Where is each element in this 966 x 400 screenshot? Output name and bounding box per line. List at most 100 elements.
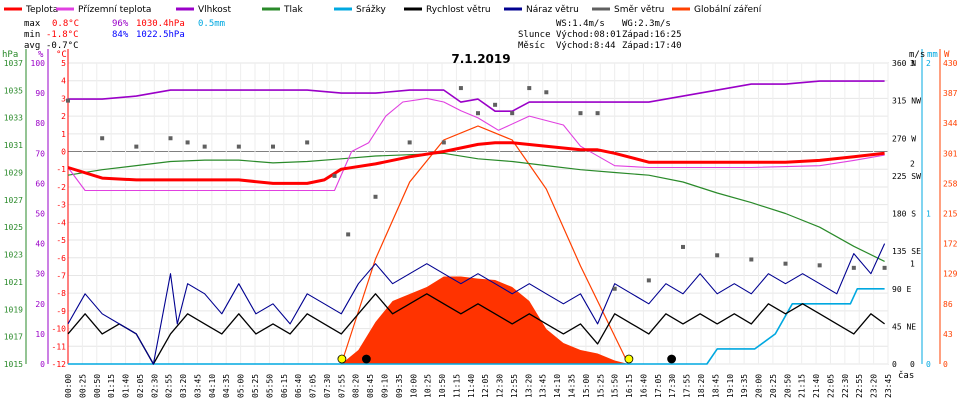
dir-tick: 180 S [892, 210, 916, 219]
dir-tick: 45 NE [892, 322, 916, 331]
press-tick: 1025 [4, 223, 23, 232]
temp-tick: -5 [56, 236, 66, 245]
temp-tick: 0 [61, 148, 66, 157]
hum-tick: 40 [35, 240, 45, 249]
stats-min-temp: -1.8°C [46, 30, 79, 40]
x-tick-label: 00:00 [64, 374, 73, 398]
x-tick-label: 02:30 [150, 374, 159, 398]
sunrise-marker [337, 354, 347, 364]
wind-tick: 2 [910, 159, 915, 168]
moon-set: Západ:17:40 [622, 41, 682, 51]
wind-tick: 1 [910, 260, 915, 269]
hum-tick: 50 [35, 210, 45, 219]
x-tick-label: 20:25 [769, 374, 778, 398]
hum-tick: 0 [40, 360, 45, 369]
wind-direction-point [373, 194, 378, 199]
press-tick: 1021 [4, 278, 23, 287]
rad-tick: 129 [943, 270, 958, 279]
series-wind-speed [67, 293, 885, 365]
x-tick-label: 05:00 [237, 374, 246, 398]
x-tick-label: 22:55 [855, 374, 864, 398]
x-tick-label: 11:15 [452, 374, 461, 398]
rain-tick: 2 [926, 59, 931, 68]
stats-min-label: min [24, 30, 40, 40]
wind-direction-point [458, 86, 463, 91]
sun-rise: Východ:08:01 [556, 30, 621, 40]
x-tick-label: 02:05 [136, 374, 145, 398]
x-tick-label: 08:45 [366, 374, 375, 398]
hum-tick: 100 [31, 59, 46, 68]
moon-rise: Východ:8:44 [556, 41, 616, 51]
wind-direction-point [441, 140, 446, 145]
rad-axis-title: W [944, 50, 950, 60]
hum-tick: 70 [35, 149, 45, 158]
x-tick-label: 22:30 [841, 374, 850, 398]
rain-axis-title: mm [927, 50, 938, 60]
x-tick-label: 19:10 [726, 374, 735, 398]
stats-min-hum: 84% [112, 30, 129, 40]
temp-tick: -10 [52, 325, 67, 334]
series-humidity [68, 80, 885, 112]
x-axis-title: čas [898, 370, 914, 381]
x-tick-label: 06:40 [294, 374, 303, 398]
x-tick-label: 04:10 [208, 374, 217, 398]
wind-direction-point [346, 232, 351, 237]
sunset-marker [624, 354, 634, 364]
legend-label: Přízemní teplota [78, 5, 151, 15]
dir-tick: 135 SE [892, 247, 921, 256]
x-tick-label: 07:05 [309, 374, 318, 398]
x-tick-label: 15:00 [582, 374, 591, 398]
temp-tick: -2 [56, 183, 66, 192]
x-tick-label: 18:20 [697, 374, 706, 398]
wind-direction-point [134, 144, 139, 149]
legend-label: Směr větru [614, 5, 664, 15]
press-tick: 1033 [4, 114, 23, 123]
legend-label: Tlak [283, 5, 304, 15]
wind-direction-point [646, 278, 651, 283]
temp-tick: -9 [56, 307, 66, 316]
series-temperature [67, 141, 885, 185]
x-tick-label: 05:25 [251, 374, 260, 398]
x-tick-label: 21:15 [798, 374, 807, 398]
dir-tick: 315 NW [892, 97, 921, 106]
x-tick-label: 17:30 [668, 374, 677, 398]
wind-direction-point [612, 286, 617, 291]
wind-direction-point [578, 111, 583, 116]
stats-avg-temp: -0.7°C [46, 41, 79, 51]
dir-tick: 225 SW [892, 172, 921, 181]
wind-tick: 0 [910, 360, 915, 369]
hum-tick: 90 [35, 89, 45, 98]
rad-tick: 387 [943, 89, 958, 98]
x-tick-label: 12:30 [496, 374, 505, 398]
moonrise-marker [361, 354, 371, 364]
x-tick-label: 15:50 [611, 374, 620, 398]
x-tick-label: 16:40 [639, 374, 648, 398]
temp-tick: -11 [52, 342, 67, 351]
temp-tick: -8 [56, 289, 66, 298]
temp-tick: 2 [61, 112, 66, 121]
press-tick: 1035 [4, 86, 23, 95]
x-tick-label: 03:20 [179, 374, 188, 398]
hum-axis-title: % [38, 50, 44, 60]
wind-direction-point [595, 111, 600, 116]
x-tick-label: 14:10 [553, 374, 562, 398]
press-tick: 1037 [4, 59, 23, 68]
press-tick: 1015 [4, 360, 23, 369]
wind-direction-point [236, 144, 241, 149]
stats-min-press: 1022.5hPa [136, 30, 185, 40]
rad-tick: 258 [943, 179, 958, 188]
wind-direction-point [882, 265, 887, 270]
temp-tick: -1 [56, 165, 66, 174]
wind-direction-point [783, 261, 788, 266]
dir-tick: 90 E [892, 285, 911, 294]
temp-tick: 4 [61, 77, 66, 86]
x-tick-label: 12:05 [481, 374, 490, 398]
x-tick-label: 10:25 [424, 374, 433, 398]
series-radiation [341, 276, 629, 364]
x-tick-label: 09:35 [395, 374, 404, 398]
x-tick-label: 05:50 [265, 374, 274, 398]
stats-max-press: 1030.4hPa [136, 19, 185, 29]
x-tick-label: 17:55 [683, 374, 692, 398]
temp-tick: 3 [61, 94, 66, 103]
legend-label: Srážky [356, 5, 387, 15]
